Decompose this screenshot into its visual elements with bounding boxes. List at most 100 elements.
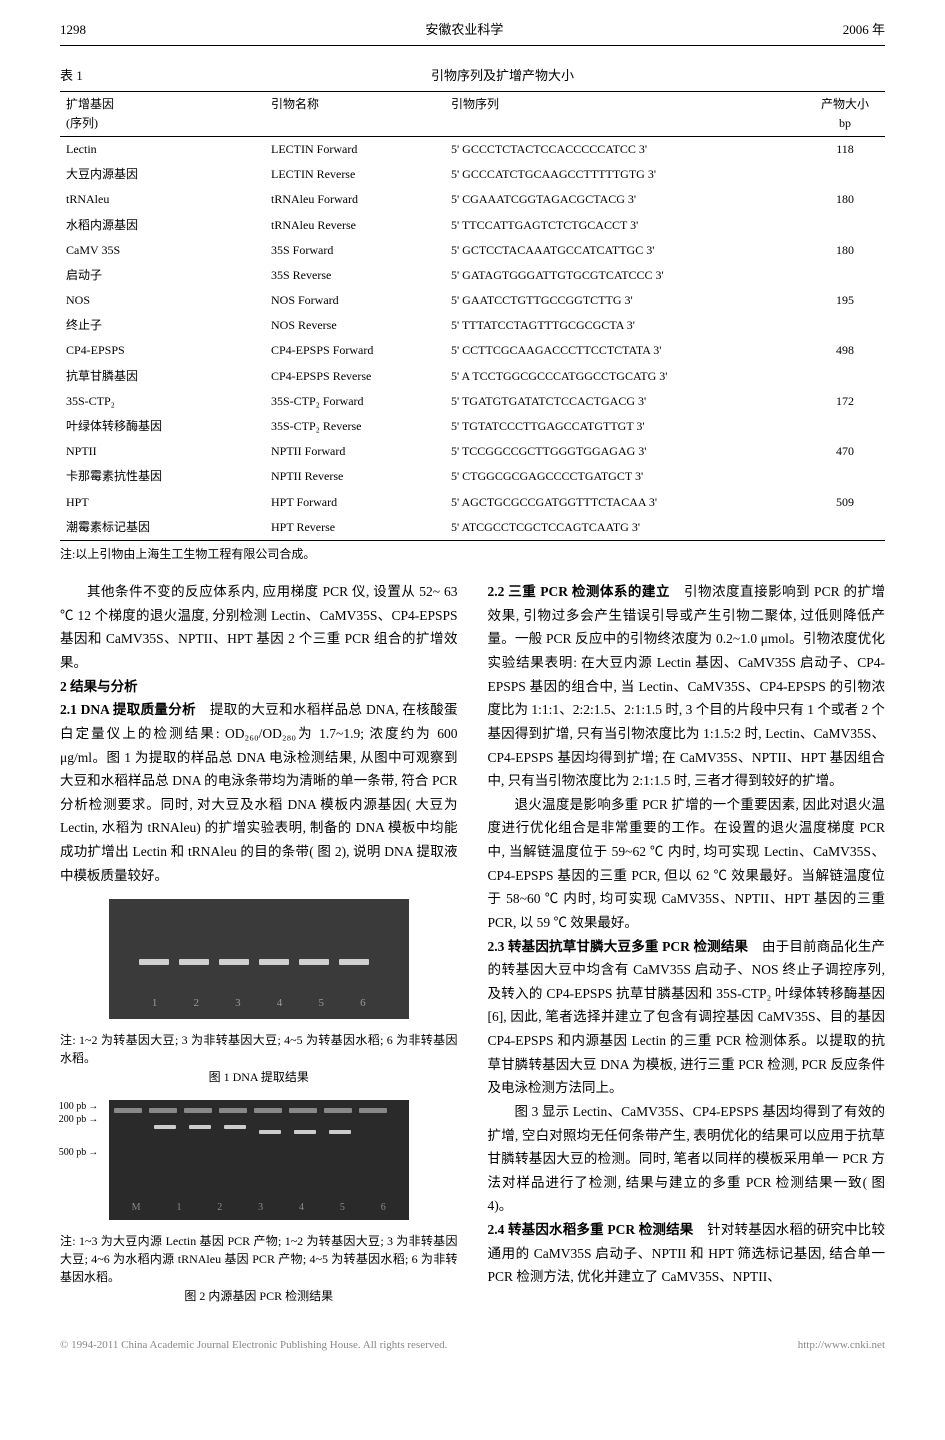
- section-2-2: 2.2 三重 PCR 检测体系的建立 引物浓度直接影响到 PCR 的扩增效果, …: [488, 580, 886, 793]
- sec2-label: 2 结果与分析: [60, 679, 138, 694]
- cell-seq: 5' CCTTCGCAAGACCCTTCCTCTATA 3': [445, 338, 805, 363]
- publication-year: 2006 年: [843, 20, 885, 41]
- cell-primer: tRNAleu Reverse: [265, 213, 445, 238]
- cell-gene: 启动子: [60, 263, 265, 288]
- primer-table: 扩增基因 (序列) 引物名称 引物序列 产物大小 bp LectinLECTIN…: [60, 91, 885, 541]
- cell-seq: 5' TGTATCCCTTGAGCCATGTTGT 3': [445, 414, 805, 439]
- marker-labels: 100 pb 200 pb 500 pb: [59, 1100, 99, 1159]
- table-body: LectinLECTIN Forward5' GCCCTCTACTCCACCCC…: [60, 136, 885, 540]
- cell-size: 470: [805, 439, 885, 464]
- sec21-body: 提取的大豆和水稻样品总 DNA, 在核酸蛋白定量仪上的检测结果: OD₂₆₀/O…: [60, 702, 458, 882]
- cell-gene: 终止子: [60, 313, 265, 338]
- cell-seq: 5' CTGGCGCGAGCCCCTGATGCT 3': [445, 464, 805, 489]
- cell-primer: CP4-EPSPS Forward: [265, 338, 445, 363]
- table-row: 水稻内源基因tRNAleu Reverse5' TTCCATTGAGTCTCTG…: [60, 213, 885, 238]
- cell-gene: 卡那霉素抗性基因: [60, 464, 265, 489]
- lane-1: 1: [152, 994, 158, 1013]
- cell-primer: HPT Reverse: [265, 515, 445, 541]
- cell-gene: 35S-CTP₂: [60, 389, 265, 414]
- cell-size: [805, 213, 885, 238]
- section-2-heading: 2 结果与分析: [60, 675, 458, 699]
- cell-gene: 抗草甘膦基因: [60, 364, 265, 389]
- table-row: 35S-CTP₂35S-CTP₂ Forward5' TGATGTGATATCT…: [60, 389, 885, 414]
- cell-gene: HPT: [60, 490, 265, 515]
- fig1-caption: 图 1 DNA 提取结果: [60, 1067, 458, 1088]
- section-2-1: 2.1 DNA 提取质量分析 提取的大豆和水稻样品总 DNA, 在核酸蛋白定量仪…: [60, 698, 458, 887]
- marker-100: 100 pb: [59, 1100, 99, 1113]
- cell-gene: 潮霉素标记基因: [60, 515, 265, 541]
- cell-gene: Lectin: [60, 136, 265, 162]
- marker-200: 200 pb: [59, 1113, 99, 1126]
- cell-size: 498: [805, 338, 885, 363]
- page-header: 1298 安徽农业科学 2006 年: [60, 20, 885, 46]
- table1-label: 表 1: [60, 66, 120, 87]
- lane2-5: 5: [340, 1199, 345, 1217]
- cell-primer: NPTII Forward: [265, 439, 445, 464]
- cell-seq: 5' GCTCCTACAAATGCCATCATTGC 3': [445, 238, 805, 263]
- sec23-title: 2.3 转基因抗草甘膦大豆多重 PCR 检测结果: [488, 939, 749, 954]
- sec23-p2: 图 3 显示 Lectin、CaMV35S、CP4-EPSPS 基因均得到了有效…: [488, 1100, 886, 1218]
- cell-gene: NOS: [60, 288, 265, 313]
- col-header-size: 产物大小 bp: [805, 91, 885, 136]
- figure-1: 1 2 3 4 5 6: [60, 899, 458, 1019]
- cell-seq: 5' CGAAATCGGTAGACGCTACG 3': [445, 187, 805, 212]
- cell-primer: 35S-CTP₂ Reverse: [265, 414, 445, 439]
- table-row: 潮霉素标记基因HPT Reverse5' ATCGCCTCGCTCCAGTCAA…: [60, 515, 885, 541]
- cell-size: 180: [805, 238, 885, 263]
- journal-title: 安徽农业科学: [86, 20, 843, 41]
- cell-seq: 5' A TCCTGGCGCCCATGGCCTGCATG 3': [445, 364, 805, 389]
- lane-labels-fig2: M 1 2 3 4 5 6: [109, 1199, 409, 1217]
- cell-seq: 5' TTCCATTGAGTCTCTGCACCT 3': [445, 213, 805, 238]
- cell-seq: 5' GCCCATCTGCAAGCCTTTTTGTG 3': [445, 162, 805, 187]
- sec21-title: 2.1 DNA 提取质量分析: [60, 702, 196, 717]
- cell-gene: 叶绿体转移酶基因: [60, 414, 265, 439]
- sec23-body: 由于目前商品化生产的转基因大豆中均含有 CaMV35S 启动子、NOS 终止子调…: [488, 939, 886, 1096]
- sec22-title: 2.2 三重 PCR 检测体系的建立: [488, 584, 670, 599]
- cell-primer: LECTIN Forward: [265, 136, 445, 162]
- cell-primer: CP4-EPSPS Reverse: [265, 364, 445, 389]
- right-column: 2.2 三重 PCR 检测体系的建立 引物浓度直接影响到 PCR 的扩增效果, …: [488, 580, 886, 1307]
- lane-5: 5: [318, 994, 324, 1013]
- body-columns: 其他条件不变的反应体系内, 应用梯度 PCR 仪, 设置从 52~ 63 ℃ 1…: [60, 580, 885, 1307]
- cell-seq: 5' TGATGTGATATCTCCACTGACG 3': [445, 389, 805, 414]
- cell-gene: tRNAleu: [60, 187, 265, 212]
- cell-gene: NPTII: [60, 439, 265, 464]
- table-row: NOSNOS Forward5' GAATCCTGTTGCCGGTCTTG 3'…: [60, 288, 885, 313]
- cell-size: [805, 263, 885, 288]
- cell-primer: NPTII Reverse: [265, 464, 445, 489]
- lane-m: M: [132, 1199, 141, 1217]
- section-2-4: 2.4 转基因水稻多重 PCR 检测结果 针对转基因水稻的研究中比较通用的 Ca…: [488, 1218, 886, 1289]
- sec22-body: 引物浓度直接影响到 PCR 的扩增效果, 引物过多会产生错误引导或产生引物二聚体…: [488, 584, 886, 788]
- lane2-1: 1: [176, 1199, 181, 1217]
- fig2-caption: 图 2 内源基因 PCR 检测结果: [60, 1286, 458, 1307]
- cell-seq: 5' GCCCTCTACTCCACCCCCATCC 3': [445, 136, 805, 162]
- lane-6: 6: [360, 994, 366, 1013]
- lane2-4: 4: [299, 1199, 304, 1217]
- table-row: CaMV 35S35S Forward5' GCTCCTACAAATGCCATC…: [60, 238, 885, 263]
- cell-size: 172: [805, 389, 885, 414]
- gel-image-1: 1 2 3 4 5 6: [109, 899, 409, 1019]
- table-header-row: 扩增基因 (序列) 引物名称 引物序列 产物大小 bp: [60, 91, 885, 136]
- gel-image-2: 100 pb 200 pb 500 pb M 1 2 3: [109, 1100, 409, 1220]
- lane-4: 4: [277, 994, 283, 1013]
- lane-2: 2: [193, 994, 199, 1013]
- col-header-seq: 引物序列: [445, 91, 805, 136]
- marker-500: 500 pb: [59, 1146, 99, 1159]
- left-column: 其他条件不变的反应体系内, 应用梯度 PCR 仪, 设置从 52~ 63 ℃ 1…: [60, 580, 458, 1307]
- cell-primer: tRNAleu Forward: [265, 187, 445, 212]
- cell-primer: NOS Reverse: [265, 313, 445, 338]
- cell-size: [805, 364, 885, 389]
- cell-size: [805, 313, 885, 338]
- cell-size: 195: [805, 288, 885, 313]
- cell-gene: 水稻内源基因: [60, 213, 265, 238]
- table-row: NPTIINPTII Forward5' TCCGGCCGCTTGGGTGGAG…: [60, 439, 885, 464]
- cell-size: 118: [805, 136, 885, 162]
- lane2-6: 6: [381, 1199, 386, 1217]
- table-row: 大豆内源基因LECTIN Reverse5' GCCCATCTGCAAGCCTT…: [60, 162, 885, 187]
- cell-seq: 5' TCCGGCCGCTTGGGTGGAGAG 3': [445, 439, 805, 464]
- cell-primer: NOS Forward: [265, 288, 445, 313]
- table1-note: 注:以上引物由上海生工生物工程有限公司合成。: [60, 545, 885, 564]
- table-row: HPTHPT Forward5' AGCTGCGCCGATGGTTTCTACAA…: [60, 490, 885, 515]
- sec24-title: 2.4 转基因水稻多重 PCR 检测结果: [488, 1222, 694, 1237]
- cell-primer: 35S Reverse: [265, 263, 445, 288]
